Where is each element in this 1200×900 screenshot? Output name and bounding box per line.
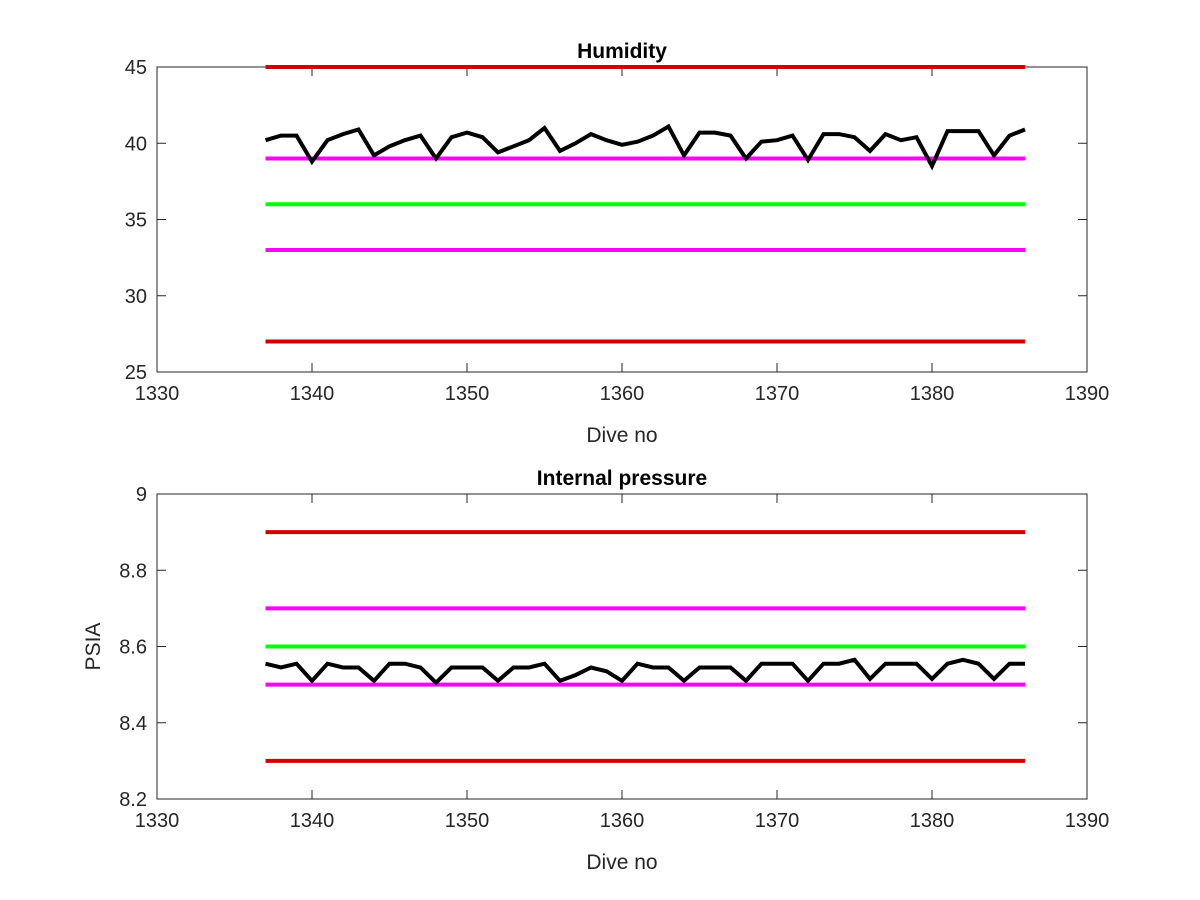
x-axis-label: Dive no: [586, 851, 657, 874]
humidity-panel: 1330 1340 1350 1360 1370 1380 1390 25 30 35 40 45 Hu…: [125, 40, 1110, 447]
x-tick-label: 1350: [445, 383, 490, 405]
x-tick-label: 1390: [1065, 383, 1110, 405]
y-tick-label: 40: [125, 133, 147, 155]
y-tick-label: 9: [136, 484, 147, 506]
x-tick-label: 1370: [755, 810, 800, 832]
data-series-line: [265, 657, 1025, 686]
data-series-line: [264, 123, 1026, 171]
y-tick-label: 8.4: [119, 713, 147, 735]
x-tick-label: 1390: [1065, 810, 1110, 832]
chart-title: Internal pressure: [537, 467, 707, 490]
y-tick-label: 8.8: [119, 560, 147, 582]
x-tick-label: 1330: [135, 383, 180, 405]
y-tick-label: 45: [125, 57, 147, 79]
y-tick-label: 8.6: [119, 637, 147, 659]
internal-pressure-panel: 1330 1340 1350 1360 1370 1380 1390 8.2 8.4 8.6 8.8…: [82, 467, 1109, 874]
y-tick-label: 8.2: [119, 789, 147, 811]
y-tick-label: 30: [125, 286, 147, 308]
x-tick-label: 1360: [600, 383, 645, 405]
y-tick-label: 25: [125, 362, 147, 384]
x-tick-label: 1340: [290, 810, 335, 832]
chart-title: Humidity: [577, 40, 667, 63]
y-tick-label: 35: [125, 210, 147, 232]
x-axis-label: Dive no: [586, 424, 657, 447]
y-axis-label: PSIA: [82, 623, 105, 671]
plot-area: [156, 66, 1088, 373]
x-tick-label: 1340: [290, 383, 335, 405]
x-tick-label: 1370: [755, 383, 800, 405]
x-tick-label: 1380: [910, 810, 955, 832]
x-tick-label: 1350: [445, 810, 490, 832]
x-tick-label: 1360: [600, 810, 645, 832]
x-tick-label: 1380: [910, 383, 955, 405]
x-tick-label: 1330: [135, 810, 180, 832]
